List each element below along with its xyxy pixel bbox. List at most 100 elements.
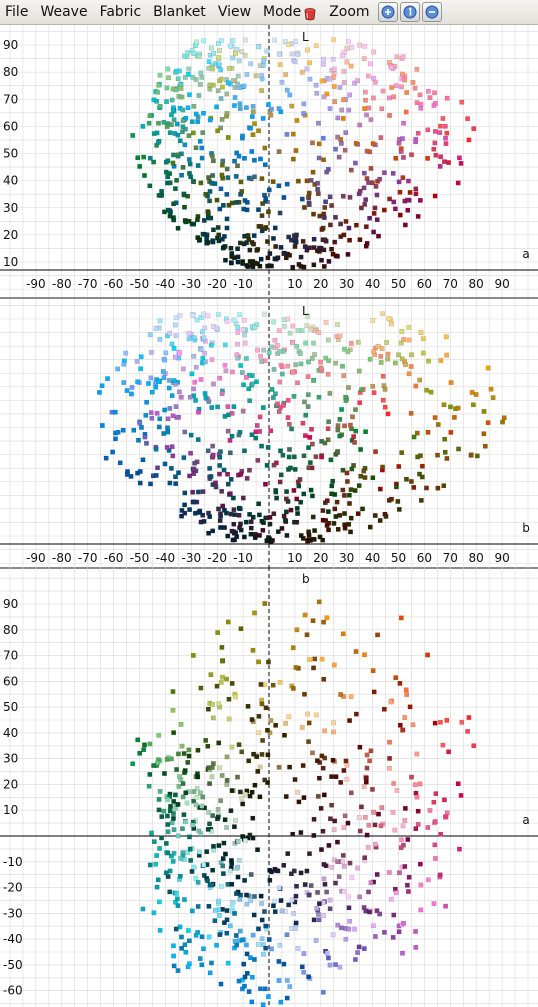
data-point[interactable] (311, 378, 317, 383)
data-point[interactable] (182, 429, 188, 435)
data-point[interactable] (151, 763, 157, 768)
data-point[interactable] (166, 75, 171, 81)
data-point[interactable] (265, 752, 271, 758)
data-point[interactable] (182, 142, 188, 148)
data-point[interactable] (306, 529, 312, 535)
data-point[interactable] (426, 877, 431, 883)
data-point[interactable] (199, 74, 205, 80)
data-point[interactable] (218, 125, 224, 131)
data-point[interactable] (333, 880, 338, 886)
data-point[interactable] (425, 127, 431, 133)
data-point[interactable] (458, 160, 464, 166)
data-point[interactable] (343, 758, 349, 764)
data-point[interactable] (170, 413, 176, 419)
data-point[interactable] (137, 480, 143, 486)
data-point[interactable] (441, 402, 447, 408)
data-point[interactable] (279, 364, 285, 370)
data-point[interactable] (157, 336, 163, 342)
data-point[interactable] (204, 240, 210, 246)
data-point[interactable] (471, 126, 477, 132)
data-point[interactable] (213, 484, 219, 490)
data-point[interactable] (337, 433, 343, 439)
data-point[interactable] (332, 506, 338, 512)
data-point[interactable] (205, 313, 211, 319)
data-point[interactable] (244, 199, 250, 205)
data-point[interactable] (209, 960, 214, 966)
data-point[interactable] (261, 58, 266, 64)
data-point[interactable] (239, 795, 245, 801)
data-point[interactable] (201, 38, 207, 44)
data-point[interactable] (437, 163, 443, 169)
data-point[interactable] (381, 706, 387, 712)
data-point[interactable] (198, 790, 203, 796)
data-point[interactable] (263, 481, 268, 487)
data-point[interactable] (195, 747, 201, 753)
data-point[interactable] (267, 521, 273, 527)
data-point[interactable] (115, 429, 121, 435)
data-point[interactable] (402, 715, 408, 720)
data-point[interactable] (268, 718, 274, 723)
data-point[interactable] (388, 896, 394, 902)
data-point[interactable] (163, 841, 169, 846)
data-point[interactable] (401, 337, 407, 342)
data-point[interactable] (206, 59, 212, 65)
data-point[interactable] (201, 218, 207, 223)
data-point[interactable] (185, 759, 191, 765)
data-point[interactable] (282, 39, 288, 45)
data-point[interactable] (280, 452, 286, 458)
data-point[interactable] (173, 333, 179, 339)
data-point[interactable] (310, 140, 315, 146)
data-point[interactable] (361, 784, 367, 789)
data-point[interactable] (244, 892, 249, 898)
data-point[interactable] (176, 751, 181, 757)
data-point[interactable] (171, 816, 176, 821)
data-point[interactable] (187, 473, 192, 479)
data-point[interactable] (327, 106, 333, 111)
data-point[interactable] (282, 518, 288, 523)
data-point[interactable] (190, 313, 196, 319)
data-point[interactable] (165, 850, 171, 856)
data-point[interactable] (256, 44, 261, 50)
data-point[interactable] (432, 842, 438, 848)
data-point[interactable] (230, 537, 236, 543)
data-point[interactable] (137, 750, 143, 756)
data-point[interactable] (232, 85, 238, 90)
data-point[interactable] (260, 1002, 266, 1007)
data-point[interactable] (381, 207, 387, 213)
data-point[interactable] (405, 837, 411, 842)
data-point[interactable] (170, 858, 176, 864)
data-point[interactable] (278, 448, 283, 454)
data-point[interactable] (151, 910, 157, 916)
data-point[interactable] (210, 443, 216, 449)
data-point[interactable] (243, 519, 249, 525)
data-point[interactable] (257, 794, 263, 800)
data-point[interactable] (413, 383, 419, 389)
data-point[interactable] (411, 434, 417, 440)
data-point[interactable] (170, 689, 176, 694)
data-point[interactable] (206, 810, 212, 816)
data-point[interactable] (432, 129, 438, 134)
data-point[interactable] (164, 99, 169, 105)
data-point[interactable] (144, 399, 150, 405)
data-point[interactable] (373, 183, 379, 189)
data-point[interactable] (341, 80, 347, 85)
data-point[interactable] (349, 875, 355, 881)
data-point[interactable] (159, 814, 165, 820)
data-point[interactable] (259, 917, 265, 923)
data-point[interactable] (155, 89, 161, 95)
data-point[interactable] (313, 938, 319, 943)
data-point[interactable] (351, 463, 356, 468)
data-point[interactable] (196, 828, 202, 834)
data-point[interactable] (241, 317, 247, 323)
data-point[interactable] (193, 111, 199, 117)
data-point[interactable] (267, 251, 273, 256)
data-point[interactable] (189, 908, 195, 914)
data-point[interactable] (235, 163, 240, 169)
data-point[interactable] (225, 135, 231, 140)
data-point[interactable] (294, 118, 300, 123)
data-point[interactable] (321, 876, 327, 882)
data-point[interactable] (182, 126, 188, 132)
data-point[interactable] (333, 146, 338, 152)
data-point[interactable] (206, 65, 212, 71)
data-point[interactable] (198, 70, 204, 76)
